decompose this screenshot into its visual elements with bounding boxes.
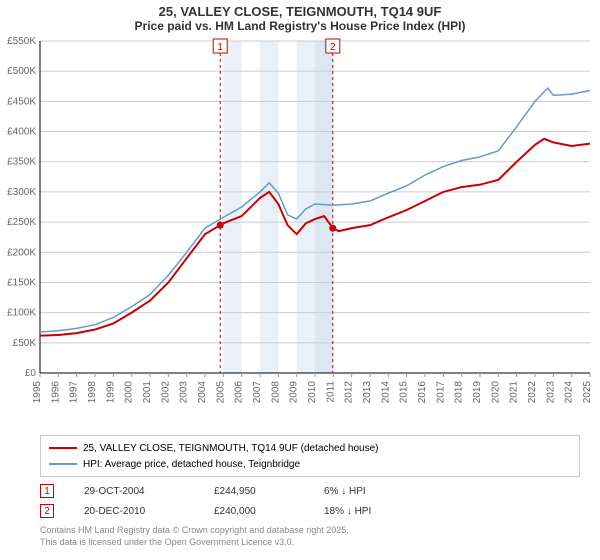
svg-text:£550K: £550K <box>7 36 36 47</box>
marker-row-2: 2 20-DEC-2010 £240,000 18% ↓ HPI <box>40 501 580 521</box>
svg-text:2023: 2023 <box>545 381 556 404</box>
svg-text:2015: 2015 <box>399 381 410 404</box>
svg-text:2009: 2009 <box>289 381 300 404</box>
svg-text:2010: 2010 <box>307 381 318 404</box>
legend: 25, VALLEY CLOSE, TEIGNMOUTH, TQ14 9UF (… <box>40 435 580 477</box>
svg-text:2008: 2008 <box>270 381 281 404</box>
svg-text:2006: 2006 <box>234 381 245 404</box>
svg-text:2017: 2017 <box>435 381 446 404</box>
legend-row-series2: HPI: Average price, detached house, Teig… <box>49 456 571 472</box>
chart-subtitle: Price paid vs. HM Land Registry's House … <box>0 19 600 33</box>
svg-text:2002: 2002 <box>160 381 171 404</box>
svg-text:£250K: £250K <box>7 217 36 228</box>
svg-text:£200K: £200K <box>7 247 36 258</box>
svg-text:1995: 1995 <box>32 381 43 404</box>
svg-text:2022: 2022 <box>527 381 538 404</box>
svg-text:£0: £0 <box>25 368 37 379</box>
marker-row-1: 1 29-OCT-2004 £244,950 6% ↓ HPI <box>40 481 580 501</box>
legend-swatch-blue <box>49 463 77 465</box>
marker-badge-2: 2 <box>40 504 54 518</box>
svg-text:2025: 2025 <box>582 381 593 404</box>
marker-delta-2: 18% ↓ HPI <box>324 506 404 517</box>
svg-text:£500K: £500K <box>7 66 36 77</box>
svg-text:2003: 2003 <box>179 381 190 404</box>
svg-text:£150K: £150K <box>7 277 36 288</box>
svg-text:2005: 2005 <box>215 381 226 404</box>
legend-label-1: 25, VALLEY CLOSE, TEIGNMOUTH, TQ14 9UF (… <box>83 443 379 454</box>
svg-text:£50K: £50K <box>13 338 37 349</box>
marker-price-2: £240,000 <box>214 506 294 517</box>
line-chart: £0 £50K £100K £150K £200K £250K £300K £350K £400… <box>0 33 600 433</box>
svg-text:2: 2 <box>330 42 336 53</box>
marker-date-2: 20-DEC-2010 <box>84 506 184 517</box>
svg-text:2014: 2014 <box>380 381 391 404</box>
svg-text:2001: 2001 <box>142 381 153 404</box>
svg-text:2020: 2020 <box>490 381 501 404</box>
svg-text:2024: 2024 <box>564 381 575 404</box>
svg-text:1997: 1997 <box>69 381 80 404</box>
svg-text:2011: 2011 <box>325 381 336 403</box>
svg-text:1998: 1998 <box>87 381 98 404</box>
footer-line-1: Contains HM Land Registry data © Crown c… <box>40 525 580 537</box>
svg-text:2019: 2019 <box>472 381 483 404</box>
marker-table: 1 29-OCT-2004 £244,950 6% ↓ HPI 2 20-DEC… <box>40 481 580 521</box>
svg-text:£350K: £350K <box>7 157 36 168</box>
marker-date-1: 29-OCT-2004 <box>84 486 184 497</box>
svg-text:2013: 2013 <box>362 381 373 404</box>
footer: Contains HM Land Registry data © Crown c… <box>40 525 580 548</box>
svg-text:2007: 2007 <box>252 381 263 404</box>
svg-text:£400K: £400K <box>7 127 36 138</box>
title-block: 25, VALLEY CLOSE, TEIGNMOUTH, TQ14 9UF P… <box>0 0 600 33</box>
svg-text:£450K: £450K <box>7 96 36 107</box>
svg-text:£100K: £100K <box>7 308 36 319</box>
svg-text:2000: 2000 <box>124 381 135 404</box>
chart-title: 25, VALLEY CLOSE, TEIGNMOUTH, TQ14 9UF <box>0 4 600 19</box>
svg-text:£300K: £300K <box>7 187 36 198</box>
svg-text:2016: 2016 <box>417 381 428 404</box>
legend-row-series1: 25, VALLEY CLOSE, TEIGNMOUTH, TQ14 9UF (… <box>49 440 571 456</box>
footer-line-2: This data is licensed under the Open Gov… <box>40 537 580 549</box>
chart-area: £0 £50K £100K £150K £200K £250K £300K £350K £400… <box>0 33 600 433</box>
legend-swatch-red <box>49 447 77 449</box>
svg-text:2012: 2012 <box>344 381 355 404</box>
svg-text:2004: 2004 <box>197 381 208 404</box>
marker-badge-1: 1 <box>40 484 54 498</box>
svg-text:1: 1 <box>217 42 223 53</box>
svg-text:2018: 2018 <box>454 381 465 404</box>
marker-delta-1: 6% ↓ HPI <box>324 486 404 497</box>
svg-text:2021: 2021 <box>509 381 520 404</box>
svg-text:1996: 1996 <box>50 381 61 404</box>
svg-text:1999: 1999 <box>105 381 116 404</box>
marker-price-1: £244,950 <box>214 486 294 497</box>
legend-label-2: HPI: Average price, detached house, Teig… <box>83 459 300 470</box>
